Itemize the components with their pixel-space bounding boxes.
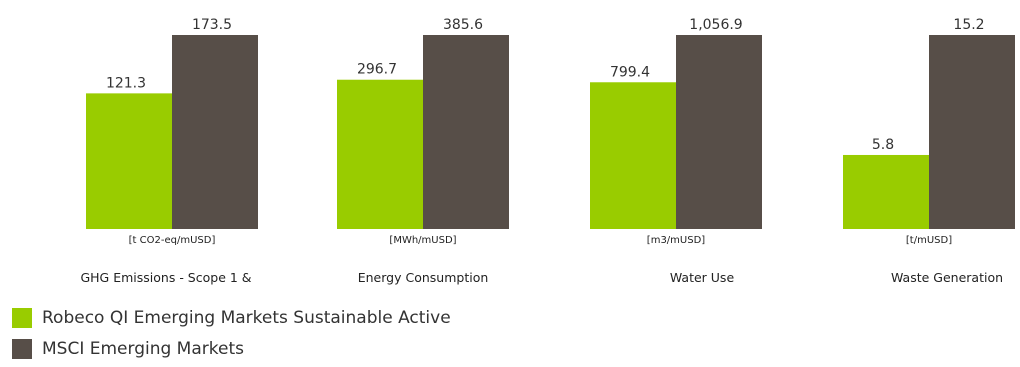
category-label-0: GHG Emissions - Scope 1 & <box>80 270 251 285</box>
legend-item-msci: MSCI Emerging Markets <box>12 336 451 362</box>
unit-label-2: [m3/mUSD] <box>647 235 705 246</box>
bar-robeco-3 <box>843 154 929 229</box>
unit-label-0: [t CO2-eq/mUSD] <box>129 235 216 246</box>
legend-label-msci: MSCI Emerging Markets <box>42 339 244 359</box>
data-label-robeco-2: 799.4 <box>610 64 650 80</box>
data-label-msci-2: 1,056.9 <box>689 17 742 33</box>
data-label-robeco-3: 5.8 <box>872 137 894 153</box>
bar-msci-0 <box>172 35 258 229</box>
legend-label-robeco: Robeco QI Emerging Markets Sustainable A… <box>42 308 451 328</box>
bar-robeco-2 <box>590 82 676 229</box>
legend-swatch-msci <box>12 339 32 359</box>
category-label-2: Water Use <box>670 270 735 285</box>
legend-swatch-robeco <box>12 308 32 328</box>
bar-msci-1 <box>423 35 509 229</box>
category-label-3: Waste Generation <box>891 270 1003 285</box>
data-label-msci-1: 385.6 <box>443 17 483 33</box>
bar-msci-3 <box>929 35 1015 229</box>
category-label-1: Energy Consumption <box>358 270 489 285</box>
data-label-msci-3: 15.2 <box>953 17 984 33</box>
data-label-robeco-0: 121.3 <box>106 75 146 91</box>
bar-robeco-0 <box>86 93 172 229</box>
legend-item-robeco: Robeco QI Emerging Markets Sustainable A… <box>12 305 451 331</box>
data-label-robeco-1: 296.7 <box>357 62 397 78</box>
bar-robeco-1 <box>337 79 423 230</box>
legend: Robeco QI Emerging Markets Sustainable A… <box>12 305 451 367</box>
bar-msci-2 <box>676 35 762 229</box>
data-label-msci-0: 173.5 <box>192 17 232 33</box>
chart: 121.3 173.5 [t CO2-eq/mUSD] GHG Emissions -… <box>80 17 1015 285</box>
unit-label-1: [MWh/mUSD] <box>389 235 456 246</box>
unit-label-3: [t/mUSD] <box>906 235 952 246</box>
